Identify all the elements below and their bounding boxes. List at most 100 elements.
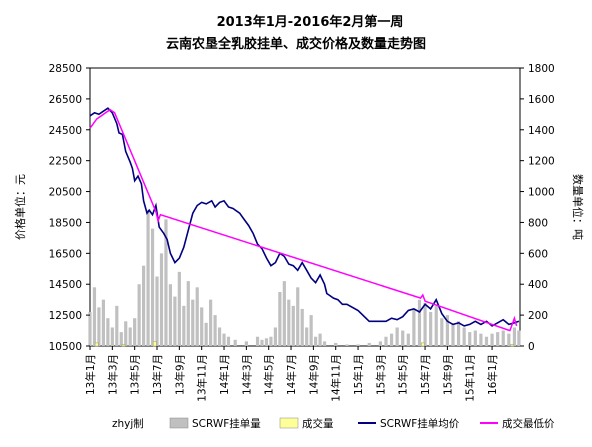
left-tick-label: 14500 [49, 279, 82, 291]
volume-bar [318, 333, 322, 346]
right-tick-label: 1800 [528, 63, 555, 75]
volume-bar [456, 321, 461, 346]
right-tick-label: 200 [528, 310, 548, 322]
volume-bar [204, 322, 208, 346]
x-tick-label: 13年3月 [106, 354, 119, 395]
volume-bar [269, 336, 273, 346]
legend: zhyj制 SCRWF挂单量 成交量 SCRWF挂单均价 成交最低价 [112, 417, 555, 430]
volume-bar [92, 287, 97, 346]
left-axis-label: 价格单位：元 [13, 174, 27, 240]
volume-bar [137, 284, 141, 346]
legend-label: 成交量 [302, 417, 334, 430]
volume-bar [200, 307, 204, 346]
left-tick-label: 28500 [49, 63, 82, 75]
right-axis: 1800 1600 1400 1200 1000 800 600 400 200 0 [520, 63, 555, 353]
volume-bar [195, 287, 199, 346]
volume-bar [209, 299, 213, 346]
volume-bar [434, 305, 438, 346]
left-tick-label: 16500 [49, 248, 82, 260]
left-tick-label: 26500 [49, 94, 82, 106]
volume-bar [417, 299, 422, 346]
left-tick-label: 12500 [49, 310, 82, 322]
volume-bar [150, 228, 155, 346]
volume-bar [186, 281, 190, 346]
volume-bar [88, 312, 92, 346]
volume-bar [484, 336, 489, 346]
right-tick-label: 800 [528, 217, 548, 229]
x-tick-label: 14年11月 [330, 354, 343, 402]
volume-bar [510, 344, 515, 347]
right-tick-label: 1600 [528, 94, 555, 106]
right-axis-label: 数量单位：吨 [571, 174, 585, 240]
volume-bar [119, 332, 123, 346]
right-tick-label: 1000 [528, 187, 555, 199]
x-tick-label: 13年11月 [196, 354, 209, 402]
left-axis: 28500 26500 24500 22500 20500 18500 16500 14500… [49, 63, 90, 353]
volume-bar [440, 318, 444, 346]
legend-label: SCRWF挂单量 [192, 417, 261, 430]
volume-bar [287, 299, 291, 346]
volume-bars [88, 210, 521, 347]
volume-bar [97, 307, 101, 346]
volume-bar [429, 312, 433, 346]
legend-swatch [279, 417, 299, 429]
volume-bar [222, 333, 226, 346]
volume-bar [507, 333, 511, 346]
volume-bar [462, 327, 466, 346]
volume-bar [395, 327, 399, 346]
volume-bar [260, 339, 264, 346]
volume-bar [406, 333, 410, 346]
volume-bar [300, 308, 304, 346]
legend-swatch [169, 417, 189, 429]
chart-subtitle: 云南农垦全乳胶挂单、成交价格及数量走势图 [166, 36, 426, 52]
volume-bar [213, 315, 217, 346]
x-tick-label: 14年3月 [240, 354, 253, 395]
volume-bar [468, 332, 472, 346]
right-tick-label: 1200 [528, 156, 555, 168]
right-tick-label: 0 [528, 341, 535, 353]
volume-bar [384, 336, 388, 346]
volume-bar [517, 330, 521, 346]
volume-bar [473, 330, 477, 346]
volume-bar [296, 287, 300, 346]
avg-listing-price-line [89, 107, 520, 327]
left-tick-label: 22500 [49, 156, 82, 168]
left-tick-label: 20500 [49, 187, 82, 199]
chart-title: 2013年1月-2016年2月第一周 [217, 14, 404, 30]
x-tick-label: 16年1月 [486, 354, 499, 395]
volume-bar [133, 318, 137, 346]
volume-bar [512, 327, 517, 346]
volume-bar [226, 336, 231, 346]
volume-bar [146, 210, 150, 346]
volume-bar [94, 342, 99, 347]
x-tick-label: 15年9月 [441, 354, 454, 395]
right-tick-label: 600 [528, 248, 548, 260]
x-tick-label: 13年1月 [84, 354, 97, 395]
volume-bar [182, 305, 186, 346]
x-tick-label: 14年9月 [307, 354, 320, 395]
volume-bar [356, 344, 360, 346]
right-tick-label: 400 [528, 279, 548, 291]
volume-bar [378, 341, 382, 346]
volume-bar [479, 333, 483, 346]
price-lines [89, 107, 520, 332]
volume-bar [412, 308, 416, 346]
volume-bar [420, 342, 425, 347]
volume-bar [177, 271, 181, 346]
volume-bar [309, 315, 313, 346]
legend-label: SCRWF挂单均价 [380, 417, 460, 430]
volume-bar [273, 327, 278, 346]
x-tick-label: 15年7月 [419, 354, 432, 395]
volume-bar [305, 327, 309, 346]
legend-label: 成交最低价 [502, 417, 555, 430]
volume-bar [244, 341, 248, 346]
volume-bar [291, 305, 295, 346]
x-axis: 13年1月 13年3月 13年5月 13年7月 13年9月 13年11月 14年1月 14年3… [84, 346, 499, 402]
volume-bar [314, 336, 318, 346]
volume-bar [155, 276, 159, 346]
left-tick-label: 10500 [49, 341, 82, 353]
volume-bar [278, 291, 282, 346]
x-tick-label: 13年7月 [151, 354, 164, 395]
x-tick-label: 14年7月 [285, 354, 298, 395]
volume-bar [233, 339, 237, 346]
